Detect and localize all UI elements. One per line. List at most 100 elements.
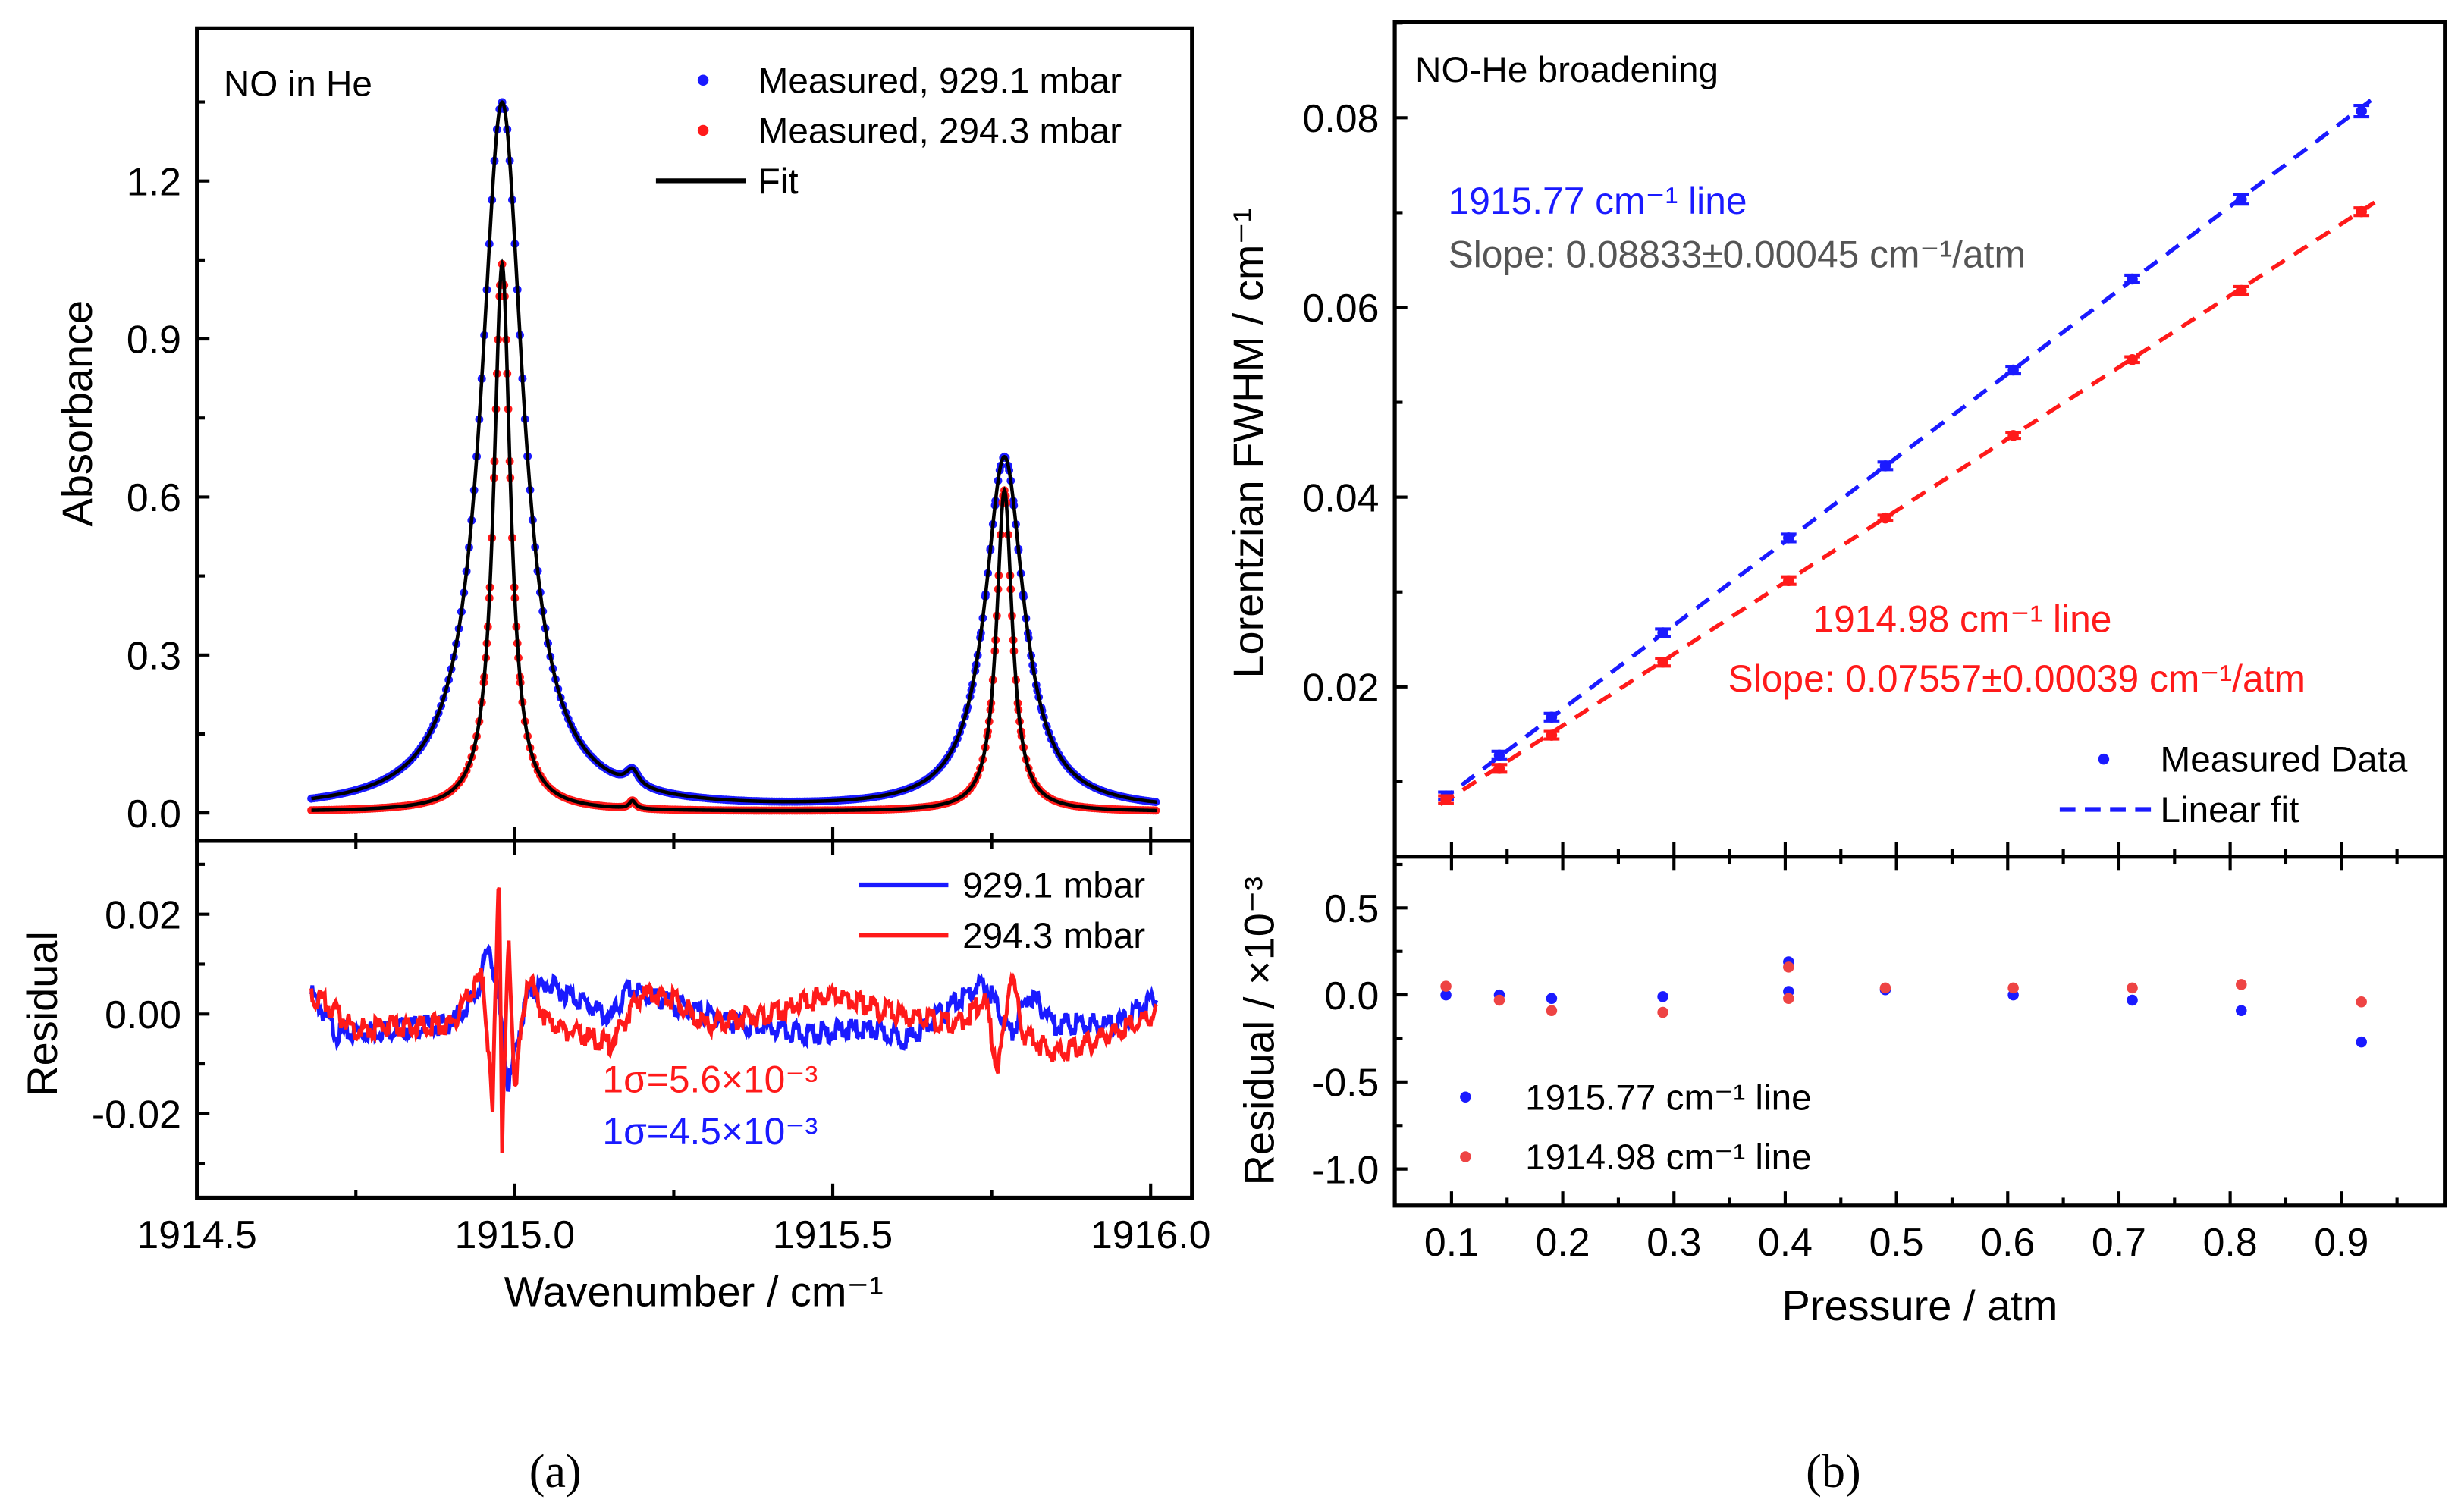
data-point: [2007, 364, 2019, 376]
legend-entry: 294.3 mbar: [962, 916, 1145, 956]
data-point: [2127, 354, 2138, 365]
data-point: [1783, 575, 1794, 586]
y-tick-label: 0.06: [1303, 286, 1380, 330]
y-tick-label: 0.5: [1324, 886, 1379, 930]
data-point: [1493, 763, 1505, 774]
x-tick-label: 0.5: [1869, 1220, 1924, 1264]
residual-point: [2356, 1036, 2367, 1048]
x-axis-title-pressure: Pressure / atm: [1782, 1281, 2058, 1329]
legend-b-bottom: 1915.77 cm⁻¹ line 1914.98 cm⁻¹ line: [1460, 1078, 1812, 1178]
legend-b-top: Measured Data Linear fit: [2059, 740, 2408, 830]
annotation-red-slope: Slope: 0.07557±0.00039 cm⁻¹/atm: [1728, 657, 2306, 700]
residual-point: [2127, 994, 2138, 1006]
data-point: [2127, 273, 2138, 285]
data-point: [1879, 512, 1891, 524]
residual-point: [2236, 1005, 2247, 1017]
annotation-blue-slope: Slope: 0.08833±0.00045 cm⁻¹/atm: [1449, 233, 2026, 275]
residual-point: [1493, 994, 1505, 1006]
legend-entry: 929.1 mbar: [962, 866, 1145, 906]
x-axis-title-wavenumber: Wavenumber / cm⁻¹: [504, 1267, 884, 1315]
residual-point: [1657, 1006, 1668, 1018]
data-point: [2236, 284, 2247, 296]
legend-marker-blue: [1460, 1091, 1471, 1103]
panel-b-label: NO-He broadening: [1415, 50, 1719, 90]
residual-point: [1440, 980, 1452, 992]
y-axis-title-fwhm: Lorentzian FWHM / cm⁻¹: [1224, 208, 1272, 678]
residual-line-929mbar: [309, 943, 1159, 1092]
data-point: [1657, 657, 1668, 668]
y-tick-label: -0.5: [1311, 1061, 1379, 1105]
plot-frame: [1392, 855, 2447, 1208]
linear-fit-line: [1439, 96, 2376, 803]
legend-entry: Measured Data: [2161, 740, 2408, 780]
y-tick-label: 1.2: [127, 159, 181, 203]
fit-line-929mbar: [311, 100, 1157, 805]
panel-a-residual: -0.02 0.00 0.02 1914.5 1915.0 1915.5 1916.0: [92, 839, 1210, 1256]
x-tick-label: 1914.5: [137, 1212, 256, 1256]
residual-point: [2236, 979, 2247, 990]
y-axis-title-absorbance: Absorbance: [53, 300, 101, 527]
legend-a-bottom: 929.1 mbar 294.3 mbar: [859, 866, 1145, 956]
x-tick-label: 0.4: [1758, 1220, 1813, 1264]
x-tick-label: 1915.0: [455, 1212, 575, 1256]
legend-entry: 1915.77 cm⁻¹ line: [1525, 1078, 1811, 1118]
y-tick-label: 0.04: [1303, 475, 1380, 519]
legend-entry: Measured, 929.1 mbar: [758, 61, 1122, 101]
x-tick-label: 1915.5: [773, 1212, 893, 1256]
x-tick-label: 0.6: [1980, 1220, 2035, 1264]
y-tick-label: 0.9: [127, 318, 181, 362]
y-tick-label: 0.08: [1303, 96, 1380, 140]
data-point: [1440, 794, 1452, 805]
y-tick-label: 0.3: [127, 633, 181, 677]
data-point: [2356, 105, 2367, 117]
y-axis-title-residual-b: Residual / ×10⁻³: [1235, 877, 1283, 1185]
y-tick-label: 0.02: [1303, 665, 1380, 709]
residual-point: [1657, 991, 1668, 1002]
residual-point: [2007, 982, 2019, 994]
data-point: [1783, 532, 1794, 544]
y-tick-label: 0.02: [105, 892, 181, 936]
legend-entry: Measured, 294.3 mbar: [758, 111, 1122, 152]
legend-entry: Fit: [758, 162, 799, 202]
residual-point: [1783, 961, 1794, 973]
x-tick-label: 0.7: [2092, 1220, 2146, 1264]
residual-point: [1546, 1005, 1558, 1017]
y-tick-label: 0.6: [127, 475, 181, 519]
y-tick-label: -1.0: [1311, 1147, 1379, 1191]
legend-marker-blue: [2098, 753, 2110, 765]
panel-b-fwhm: 0.02 0.04 0.06 0.08: [1303, 20, 2447, 859]
residual-point: [1440, 989, 1452, 1001]
caption-a: (a): [529, 1446, 582, 1498]
data-point: [1546, 729, 1558, 741]
y-tick-label: -0.02: [92, 1093, 181, 1137]
data-point: [1493, 749, 1505, 761]
residual-point: [2356, 996, 2367, 1008]
legend-entry: Linear fit: [2161, 790, 2299, 830]
data-point: [2236, 193, 2247, 205]
x-tick-label: 0.2: [1536, 1220, 1590, 1264]
legend-a-top: Measured, 929.1 mbar Measured, 294.3 mba…: [655, 61, 1122, 202]
annotation-blue-sigma: 1σ=4.5×10⁻³: [602, 1110, 818, 1153]
residual-point: [1546, 993, 1558, 1004]
panel-a-spectrum: 0.0 0.3 0.6 0.9 1.2: [127, 26, 1194, 843]
x-tick-label: 0.9: [2314, 1220, 2368, 1264]
residual-line-294mbar: [309, 886, 1158, 1153]
legend-marker-blue: [697, 74, 709, 86]
plot-frame: [195, 839, 1194, 1200]
panel-b-residual: -1.0 -0.5 0.0 0.5 0.1 0.2 0.3 0.4 0.5 0.6 0.7 0.8 0.…: [1311, 855, 2447, 1264]
annotation-red-sigma: 1σ=5.6×10⁻³: [602, 1059, 818, 1101]
data-point: [2356, 205, 2367, 218]
caption-b: (b): [1806, 1446, 1861, 1498]
data-point: [1657, 627, 1668, 638]
y-tick-label: 0.0: [1324, 974, 1379, 1018]
residual-point: [1783, 993, 1794, 1004]
x-tick-label: 0.1: [1424, 1220, 1479, 1264]
residual-point: [1879, 982, 1891, 994]
x-tick-label: 0.8: [2203, 1220, 2258, 1264]
fit-line-294mbar: [311, 258, 1157, 813]
y-tick-label: 0.00: [105, 993, 181, 1037]
legend-marker-red: [697, 124, 709, 136]
data-point: [1879, 460, 1891, 472]
y-tick-label: 0.0: [127, 792, 181, 836]
